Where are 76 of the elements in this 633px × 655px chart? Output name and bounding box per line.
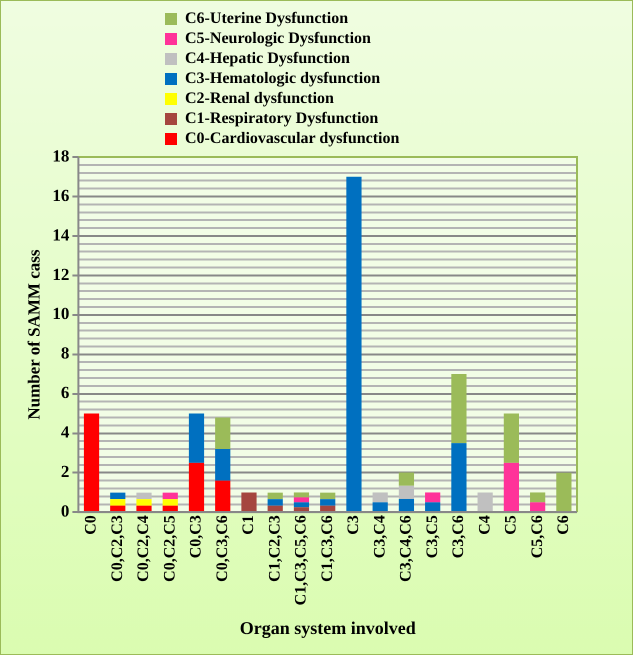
y-tick-label: 12 (52, 264, 70, 284)
bar (268, 499, 283, 506)
x-tick-label: C0,C2,C3 (108, 515, 126, 582)
bar (188, 462, 204, 512)
bar (110, 492, 126, 500)
x-tick-label: C0,C2,C4 (135, 515, 152, 582)
x-tick-label: C3,C6 (450, 515, 468, 558)
bar (241, 492, 257, 512)
bar (451, 443, 467, 512)
legend-label: C1-Respiratory Dysfunction (185, 110, 378, 128)
y-tick-label: 14 (52, 225, 70, 244)
x-tick-label: C1,C2,C3 (266, 515, 284, 582)
legend-label: C0-Cardiovascular dysfunction (185, 130, 400, 148)
bar (294, 502, 310, 508)
bar (530, 502, 546, 512)
bar (425, 502, 440, 512)
bar (136, 506, 152, 512)
x-tick-label: C0,C3 (188, 515, 205, 558)
bar (162, 499, 178, 506)
y-axis-title: Number of SAMM cass (24, 249, 44, 420)
bar (425, 492, 440, 502)
y-tick-label: 4 (60, 422, 70, 442)
bar (84, 414, 100, 512)
legend-label: C2-Renal dysfunction (185, 90, 334, 108)
bar (268, 492, 283, 500)
x-tick-label: C3,C4,C6 (398, 515, 415, 582)
bar (320, 499, 336, 506)
bar (451, 374, 467, 444)
y-tick-label: 18 (52, 146, 70, 166)
bar (215, 417, 230, 450)
y-tick-label: 0 (60, 502, 70, 521)
legend-label: C4-Hepatic Dysfunction (185, 50, 350, 68)
y-tick-label: 10 (52, 304, 70, 324)
bar (110, 506, 126, 512)
legend-label: C6-Uterine Dysfunction (185, 10, 348, 28)
bar (530, 492, 546, 502)
bar (188, 414, 204, 463)
x-tick-label: C0,C3,C6 (214, 515, 231, 582)
x-tick-label: C0,C2,C5 (161, 515, 178, 582)
bar (294, 492, 310, 498)
legend-label: C3-Hematologic dysfunction (185, 70, 380, 88)
bar (162, 506, 178, 512)
legend-label: C5-Neurologic Dysfunction (185, 30, 372, 48)
x-tick-label: C3,C5 (424, 515, 441, 558)
bar (162, 492, 178, 500)
x-tick-label: C3 (345, 515, 362, 535)
bar (398, 498, 414, 512)
bar (372, 502, 388, 512)
x-tick-label: C1 (240, 515, 258, 535)
bar (556, 472, 572, 512)
x-tick-label: C1,C3,C6 (318, 515, 336, 582)
bar (268, 506, 283, 512)
y-tick-label: 6 (60, 383, 70, 402)
bar (320, 492, 336, 500)
bar (136, 499, 152, 506)
x-tick-label: C4 (476, 515, 494, 535)
bar (346, 176, 362, 512)
bar (294, 507, 310, 512)
bar (398, 472, 414, 486)
y-tick-label: 2 (60, 462, 70, 482)
y-tick-label: 8 (60, 344, 70, 363)
x-tick-label: C1,C3,C5,C6 (292, 515, 310, 606)
x-tick-label: C6 (555, 515, 572, 535)
bar (294, 497, 310, 502)
bar (504, 462, 520, 512)
bar (110, 499, 126, 506)
bar (320, 506, 336, 512)
x-tick-label: C3,C4 (371, 515, 388, 558)
x-axis-title: Organ system involved (240, 618, 416, 638)
bar (215, 449, 230, 481)
bar (215, 480, 230, 512)
y-tick-label: 16 (52, 186, 70, 205)
x-tick-label: C5,C6 (528, 515, 546, 558)
x-tick-label: C0 (82, 515, 100, 535)
x-tick-label: C5 (502, 515, 520, 535)
bar (504, 414, 520, 463)
